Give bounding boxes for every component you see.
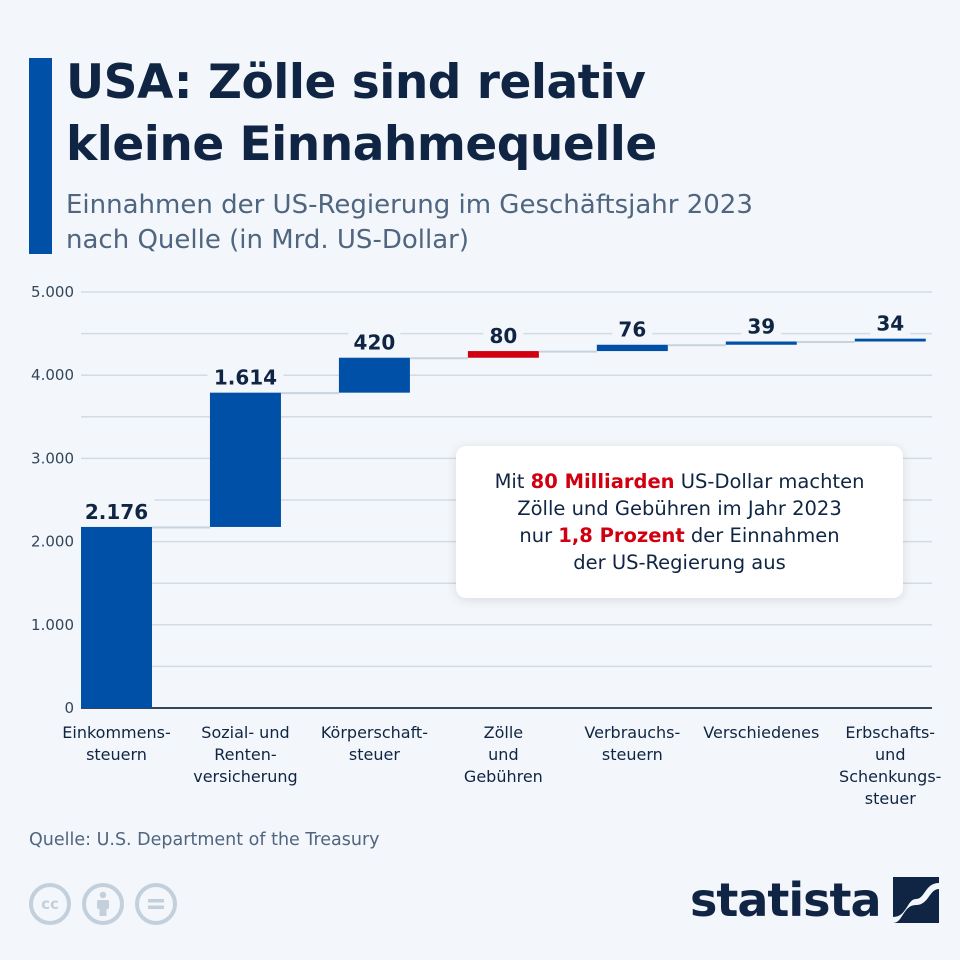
y-tick-label: 1.000 — [31, 616, 74, 634]
value-label-backdrop — [483, 321, 524, 348]
callout-text-plain: der US-Regierung aus — [573, 551, 786, 574]
title-line-1: USA: Zölle sind relativ — [66, 55, 646, 110]
title-accent-bar — [29, 58, 52, 254]
value-label: 39 — [747, 315, 775, 339]
equals-glyph — [148, 899, 164, 909]
category-label: Verbrauchs- — [584, 723, 680, 742]
bar-5 — [725, 341, 797, 345]
attribution-icon[interactable] — [82, 883, 124, 925]
category-label: Erbschafts- — [845, 723, 935, 742]
callout-text-plain: Zölle und Gebühren im Jahr 2023 — [517, 497, 842, 520]
callout-text: Mit 80 Milliarden US-Dollar machten Zöll… — [495, 468, 865, 576]
value-label: 420 — [354, 331, 396, 355]
y-tick-label: 5.000 — [31, 283, 74, 301]
callout-highlight-percent: 1,8 Prozent — [558, 524, 685, 547]
bar-2 — [338, 357, 410, 393]
category-label: steuern — [86, 745, 147, 764]
category-label: Verschiedenes — [703, 723, 819, 742]
value-label-backdrop — [741, 311, 782, 338]
value-label-backdrop — [207, 362, 284, 389]
subtitle-line-2: nach Quelle (in Mrd. US-Dollar) — [66, 225, 469, 255]
value-label-backdrop — [78, 496, 155, 523]
category-label: Einkommens- — [62, 723, 170, 742]
title-line-2: kleine Einnahmequelle — [66, 117, 657, 172]
y-tick-label: 3.000 — [31, 449, 74, 467]
cc-icon[interactable]: cc — [29, 883, 71, 925]
bar-1 — [209, 392, 281, 527]
source-note: Quelle: U.S. Department of the Treasury — [29, 830, 380, 850]
value-label-backdrop — [348, 327, 401, 354]
bar-0 — [81, 526, 152, 708]
cc-icon-text: cc — [41, 895, 59, 913]
category-label: steuern — [602, 745, 663, 764]
brand-name: statista — [690, 873, 882, 927]
value-label: 80 — [489, 324, 517, 348]
subtitle-line-1: Einnahmen der US-Regierung im Geschäftsj… — [66, 190, 753, 220]
no-derivatives-icon[interactable] — [135, 883, 177, 925]
callout-highlight-amount: 80 Milliarden — [530, 470, 675, 493]
category-label: Körperschaft- — [321, 723, 428, 742]
chart-title: USA: Zölle sind relativ kleine Einnahmeq… — [66, 52, 657, 176]
y-tick-label: 2.000 — [31, 533, 74, 551]
value-label: 2.176 — [85, 500, 148, 524]
category-label: Renten- — [214, 745, 276, 764]
callout-text-plain: der Einnahmen — [684, 524, 840, 547]
statista-logo[interactable]: statista — [690, 876, 939, 924]
chart-subtitle: Einnahmen der US-Regierung im Geschäftsj… — [66, 188, 753, 258]
y-tick-label: 4.000 — [31, 366, 74, 384]
category-label: versicherung — [193, 767, 297, 786]
value-label: 1.614 — [214, 366, 277, 390]
annotation-callout: Mit 80 Milliarden US-Dollar machten Zöll… — [456, 446, 903, 598]
category-label: und — [488, 745, 518, 764]
category-label: steuer — [865, 789, 916, 808]
bar-4 — [596, 344, 668, 352]
value-label-backdrop — [870, 308, 911, 335]
category-label: Zölle — [484, 723, 523, 742]
value-label: 76 — [618, 318, 646, 342]
value-label: 34 — [876, 312, 904, 336]
category-label: Sozial- und — [201, 723, 289, 742]
license-icons: cc — [29, 883, 177, 925]
category-label: steuer — [349, 745, 400, 764]
statista-wave-icon — [892, 877, 939, 923]
category-label: Schenkungs- — [839, 767, 941, 786]
callout-text-plain: nur — [519, 524, 559, 547]
category-label: Gebühren — [464, 767, 543, 786]
bar-3 — [467, 351, 539, 358]
y-tick-label: 0 — [64, 699, 74, 717]
value-label-backdrop — [612, 314, 653, 341]
waterfall-chart: 0 1.000 2.000 3.000 4.000 5.000 2.176 1.614 420 8… — [31, 283, 941, 808]
category-label: und — [875, 745, 905, 764]
bar-6 — [854, 338, 926, 342]
person-glyph — [97, 891, 109, 916]
callout-text-plain: US-Dollar machten — [674, 470, 865, 493]
callout-text-plain: Mit — [494, 470, 531, 493]
